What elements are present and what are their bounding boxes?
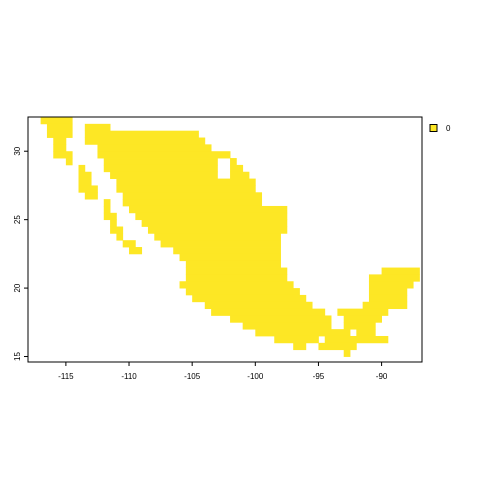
- raster-cell-span: [122, 192, 263, 200]
- raster-cell-span: [324, 335, 389, 344]
- raster-layer: [40, 117, 420, 357]
- raster-cell-span: [368, 274, 420, 282]
- raster-cell-span: [116, 233, 124, 241]
- raster-cell-span: [84, 192, 98, 200]
- raster-cell-span: [343, 349, 351, 357]
- raster-cell-span: [185, 260, 281, 268]
- raster-cell-span: [192, 294, 307, 303]
- legend-swatch: [429, 124, 438, 132]
- raster-cell-span: [337, 308, 389, 316]
- raster-cell-span: [135, 212, 288, 221]
- raster-cell-span: [103, 205, 111, 214]
- y-tick-label: 15: [13, 352, 22, 361]
- raster-cell-span: [97, 144, 212, 152]
- raster-cell-span: [211, 308, 326, 316]
- raster-cell-span: [103, 199, 111, 207]
- raster-cell-span: [84, 123, 111, 132]
- raster-cell-span: [103, 164, 218, 173]
- raster-cell-span: [122, 199, 263, 207]
- raster-cell-span: [368, 294, 408, 303]
- raster-cell-span: [368, 288, 408, 296]
- raster-cell-span: [110, 171, 218, 179]
- raster-cell-span: [116, 178, 256, 186]
- raster-cell-span: [78, 171, 92, 179]
- raster-cell-span: [53, 137, 67, 145]
- y-tick-label: 20: [13, 283, 22, 292]
- raster-cell-span: [110, 226, 124, 234]
- raster-cell-span: [97, 151, 231, 159]
- raster-cell-span: [103, 158, 218, 166]
- raster-cell-span: [53, 144, 67, 152]
- raster-cell-span: [84, 130, 199, 138]
- raster-cell-span: [230, 171, 250, 179]
- y-tick-label: 25: [13, 215, 22, 224]
- legend: 0: [429, 124, 451, 133]
- x-axis: -115 -110 -105 -100 -95 -90: [58, 362, 388, 381]
- raster-cell-span: [46, 123, 73, 132]
- raster-cell-span: [362, 301, 408, 310]
- raster-cell-span: [343, 322, 376, 330]
- raster-cell-span: [46, 130, 73, 138]
- y-axis: 15 20 25 30: [13, 146, 28, 361]
- legend-label: 0: [446, 124, 451, 133]
- raster-cell-span: [381, 267, 420, 275]
- raster-cell-span: [116, 185, 256, 193]
- raster-cell-span: [293, 342, 307, 351]
- y-tick-label: 30: [13, 146, 22, 155]
- raster-cell-span: [65, 158, 73, 166]
- raster-cell-span: [147, 226, 288, 234]
- x-tick-label: -110: [121, 372, 137, 381]
- raster-cell-span: [255, 329, 351, 337]
- raster-cell-span: [78, 185, 98, 193]
- raster-cell-span: [356, 329, 376, 337]
- raster-cell-span: [185, 267, 288, 275]
- raster-cell-span: [154, 233, 281, 241]
- plot-frame: [27, 116, 423, 363]
- raster-cell-span: [84, 137, 206, 145]
- raster-cell-span: [179, 281, 294, 289]
- x-tick-label: -115: [58, 372, 74, 381]
- raster-cell-span: [230, 158, 237, 166]
- raster-cell-span: [40, 117, 73, 125]
- raster-cell-span: [53, 151, 73, 159]
- raster-cell-span: [129, 205, 288, 214]
- raster-cell-span: [179, 253, 281, 262]
- raster-cell-span: [78, 178, 92, 186]
- raster-cell-span: [185, 288, 300, 296]
- raster-cell-span: [230, 164, 244, 173]
- raster-cell-span: [368, 281, 414, 289]
- x-tick-label: -90: [376, 372, 388, 381]
- raster-cell-span: [141, 219, 288, 227]
- raster-cell-span: [103, 212, 117, 221]
- raster-cell-span: [204, 301, 313, 310]
- raster-cell-span: [78, 164, 86, 173]
- raster-cell-span: [173, 247, 281, 255]
- x-tick-label: -100: [247, 372, 264, 381]
- raster-cell-span: [129, 247, 143, 255]
- raster-cell-span: [242, 322, 332, 330]
- raster-cell-span: [110, 219, 117, 227]
- x-tick-label: -95: [313, 372, 325, 381]
- raster-cell-span: [185, 274, 288, 282]
- raster-cell-span: [230, 315, 332, 323]
- raster-cell-span: [274, 335, 319, 344]
- raster-cell-span: [122, 240, 136, 248]
- raster-cell-span: [343, 315, 382, 323]
- x-tick-label: -105: [184, 372, 201, 381]
- raster-cell-span: [160, 240, 281, 248]
- raster-cell-span: [318, 342, 357, 351]
